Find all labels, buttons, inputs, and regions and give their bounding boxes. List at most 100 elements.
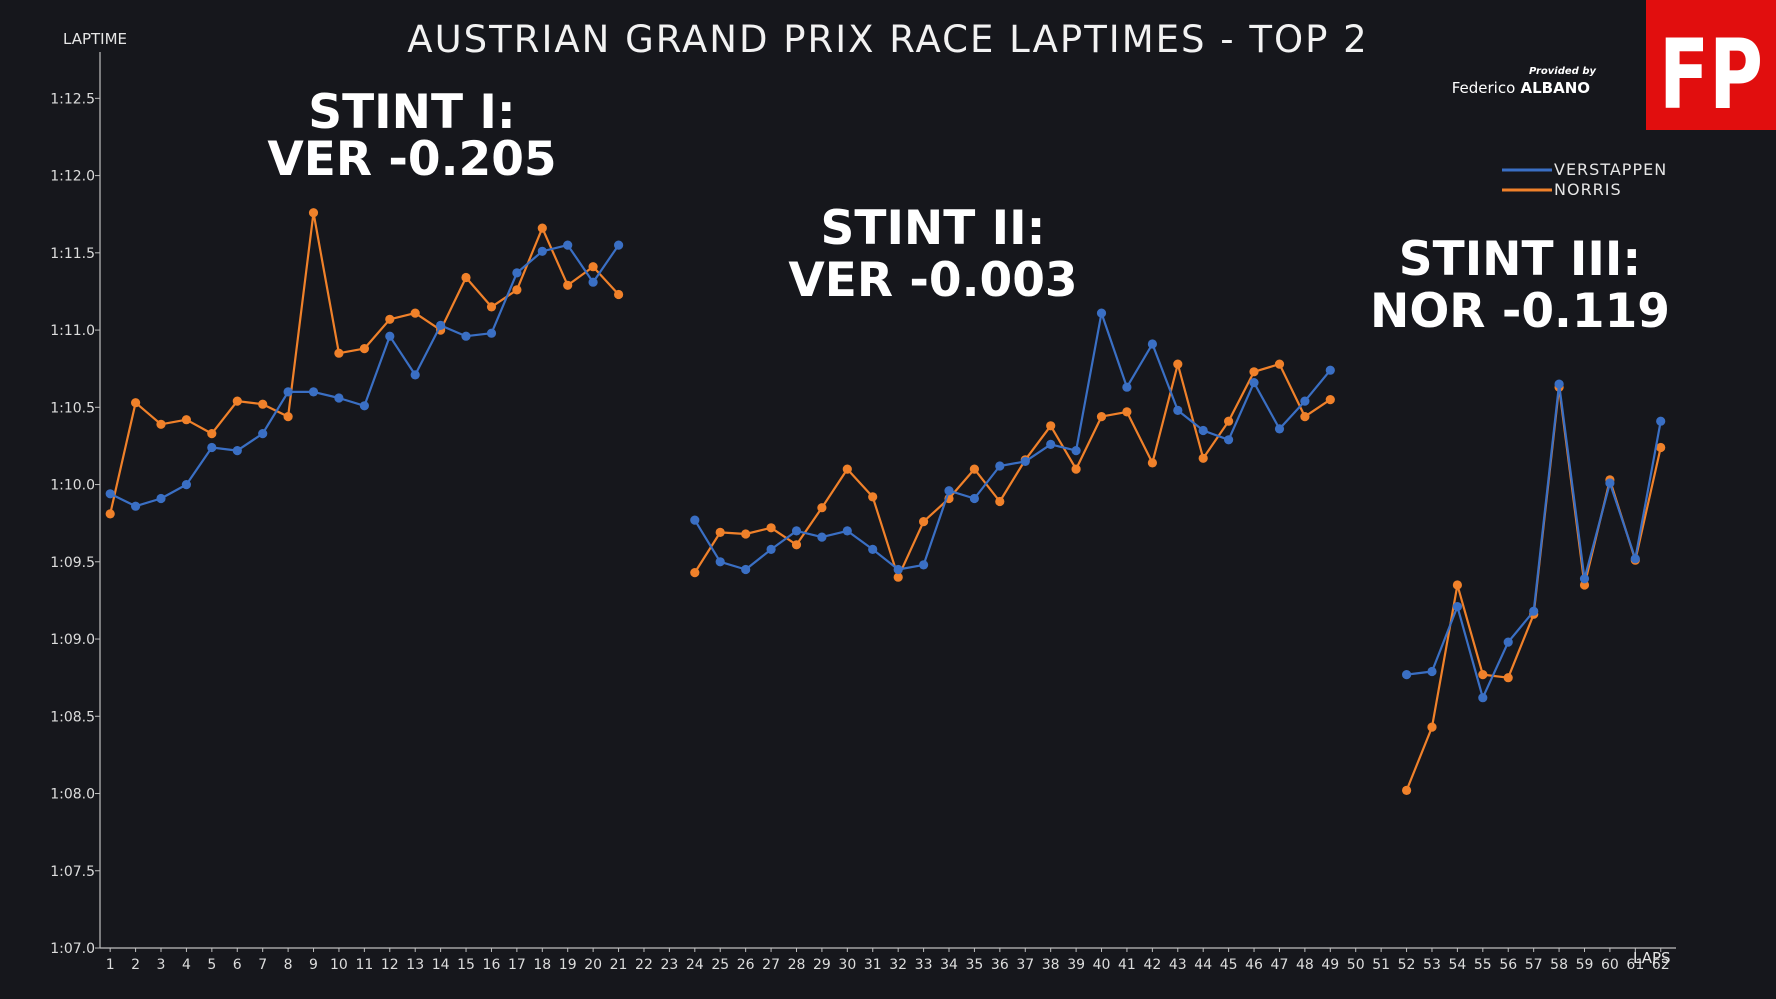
x-tick-label: 50: [1347, 957, 1365, 973]
data-point-verstappen: [232, 446, 242, 456]
data-point-norris: [105, 509, 115, 519]
data-point-norris: [181, 415, 191, 425]
series-line-norris: [693, 363, 1331, 579]
x-tick-label: 44: [1194, 957, 1212, 973]
data-point-verstappen: [207, 442, 217, 453]
data-point-norris: [283, 412, 293, 422]
stint-3-annotation: STINT III: NOR -0.119: [1370, 232, 1670, 339]
y-tick-label: 1:12.0: [50, 169, 95, 185]
x-tick-label: 36: [991, 957, 1009, 973]
x-tick-label: 62: [1652, 957, 1670, 973]
data-point-verstappen: [766, 544, 776, 555]
data-point-verstappen: [308, 387, 319, 397]
stint-1-heading: STINT I:: [308, 85, 515, 140]
x-tick-label: 2: [131, 957, 140, 973]
data-point-verstappen: [1478, 693, 1488, 703]
credit-author-first: Federico: [1452, 79, 1516, 97]
x-tick-label: 53: [1423, 957, 1441, 973]
data-point-verstappen: [715, 557, 725, 567]
data-point-norris: [537, 223, 547, 233]
data-point-norris: [690, 568, 700, 578]
x-tick-label: 58: [1550, 957, 1568, 973]
data-point-verstappen: [1096, 308, 1107, 318]
data-point-verstappen: [1579, 574, 1590, 584]
data-point-norris: [1402, 785, 1412, 796]
x-tick-label: 39: [1067, 957, 1085, 973]
x-tick-label: 61: [1626, 957, 1644, 973]
x-tick-label: 9: [309, 957, 318, 973]
y-tick-label: 1:07.0: [50, 941, 95, 957]
data-point-verstappen: [817, 532, 827, 542]
x-tick-label: 10: [330, 957, 348, 973]
data-point-verstappen: [1529, 606, 1539, 616]
credit-provided-by: Provided by: [1529, 66, 1597, 77]
data-point-norris: [1224, 416, 1234, 426]
data-point-verstappen: [436, 320, 446, 330]
x-tick-label: 41: [1118, 957, 1136, 973]
legend-label-norris: NORRIS: [1554, 180, 1622, 199]
y-tick-label: 1:09.0: [50, 632, 95, 648]
x-tick-label: 48: [1296, 957, 1314, 973]
data-point-norris: [1452, 580, 1462, 590]
y-tick-label: 1:12.5: [50, 91, 95, 107]
stint-1-annotation: STINT I: VER -0.205: [267, 85, 556, 187]
data-point-norris: [842, 464, 852, 474]
data-point-verstappen: [181, 480, 191, 490]
data-point-verstappen: [1402, 670, 1412, 680]
y-tick-label: 1:10.0: [50, 478, 95, 494]
logo-text: FP: [1659, 19, 1763, 131]
x-tick-label: 38: [1042, 957, 1060, 973]
x-tick-label: 16: [483, 957, 501, 973]
x-tick-label: 25: [711, 957, 729, 973]
data-point-verstappen: [1147, 339, 1157, 349]
x-tick-label: 15: [457, 957, 475, 973]
stint-3-heading: STINT III:: [1399, 232, 1641, 287]
x-tick-label: 27: [762, 957, 780, 973]
data-point-norris: [334, 348, 344, 358]
x-tick-label: 12: [381, 957, 399, 973]
data-point-verstappen: [1224, 435, 1234, 445]
x-tick-label: 21: [610, 957, 628, 973]
data-point-norris: [1147, 458, 1157, 468]
data-point-norris: [817, 503, 827, 513]
y-tick-label: 1:11.5: [50, 246, 95, 262]
data-point-norris: [1096, 412, 1107, 422]
data-point-norris: [893, 572, 903, 582]
x-tick-label: 47: [1271, 957, 1289, 973]
data-point-verstappen: [486, 328, 497, 338]
data-point-verstappen: [944, 486, 954, 496]
data-point-verstappen: [791, 526, 802, 536]
data-point-verstappen: [512, 268, 522, 278]
data-point-norris: [1656, 442, 1666, 453]
credit-author-last: ALBANO: [1520, 79, 1590, 97]
x-tick-label: 32: [889, 957, 907, 973]
data-point-verstappen: [1427, 666, 1437, 677]
x-tick-label: 7: [258, 957, 267, 973]
x-tick-label: 37: [1016, 957, 1034, 973]
x-tick-label: 22: [635, 957, 653, 973]
x-tick-label: 52: [1398, 957, 1416, 973]
data-point-norris: [486, 302, 497, 312]
data-point-norris: [1427, 722, 1437, 732]
data-point-verstappen: [563, 240, 573, 250]
series-line-verstappen: [109, 244, 620, 508]
x-tick-label: 43: [1169, 957, 1187, 973]
data-point-verstappen: [893, 564, 903, 575]
data-point-norris: [1274, 359, 1285, 369]
data-point-verstappen: [537, 246, 547, 256]
data-point-verstappen: [842, 526, 852, 536]
y-ticks: 1:07.0 1:07.5 1:08.0 1:08.5 1:09.0 1:09.5 1:10…: [50, 91, 100, 957]
y-tick-label: 1:11.0: [50, 323, 95, 339]
data-point-norris: [1503, 673, 1513, 683]
x-tick-label: 26: [737, 957, 755, 973]
x-tick-label: 13: [406, 957, 424, 973]
data-point-norris: [131, 398, 141, 408]
series-group: [105, 208, 1666, 796]
data-point-norris: [1122, 407, 1132, 417]
data-point-norris: [791, 540, 802, 550]
x-tick-label: 40: [1093, 957, 1111, 973]
data-point-verstappen: [334, 393, 344, 403]
data-point-norris: [868, 492, 878, 502]
y-tick-label: 1:07.5: [50, 864, 95, 880]
x-tick-label: 28: [788, 957, 806, 973]
